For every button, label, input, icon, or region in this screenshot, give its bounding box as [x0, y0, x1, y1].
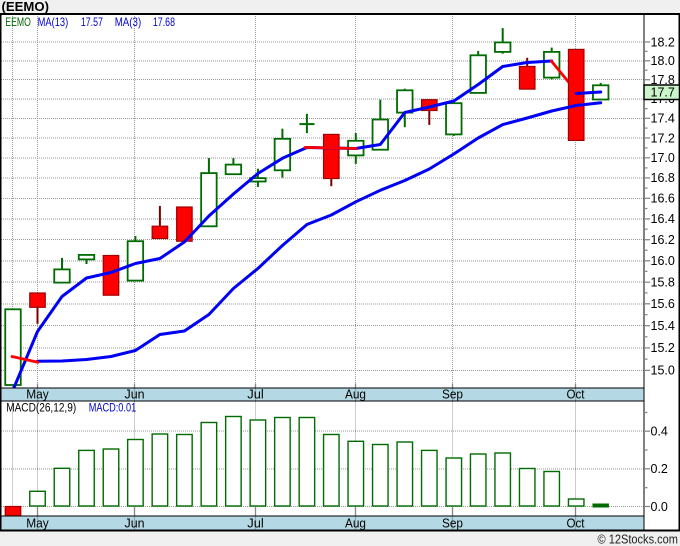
- svg-text:17.68: 17.68: [153, 15, 175, 29]
- svg-text:16.4: 16.4: [651, 212, 675, 226]
- svg-text:0.2: 0.2: [651, 462, 668, 476]
- svg-text:MACD(26,12,9): MACD(26,12,9): [6, 402, 76, 414]
- svg-text:16.0: 16.0: [651, 254, 675, 268]
- svg-text:16.2: 16.2: [651, 233, 675, 247]
- svg-text:15.4: 15.4: [651, 319, 675, 333]
- svg-text:17.7: 17.7: [651, 86, 675, 100]
- svg-text:16.6: 16.6: [651, 192, 675, 206]
- svg-text:MACD:0.01: MACD:0.01: [89, 402, 137, 414]
- svg-text:17.2: 17.2: [651, 131, 675, 145]
- svg-text:Jul: Jul: [247, 516, 264, 530]
- svg-text:16.8: 16.8: [651, 171, 675, 185]
- svg-text:Sep: Sep: [442, 516, 463, 530]
- svg-text:17.0: 17.0: [651, 151, 675, 165]
- svg-text:Aug: Aug: [345, 388, 366, 402]
- svg-text:(EEMO): (EEMO): [2, 0, 50, 14]
- svg-text:15.0: 15.0: [651, 364, 675, 378]
- svg-text:17.57: 17.57: [81, 15, 103, 29]
- svg-text:© 12Stocks.com: © 12Stocks.com: [598, 533, 679, 546]
- svg-text:Aug: Aug: [345, 516, 366, 530]
- svg-text:18.0: 18.0: [651, 54, 675, 68]
- svg-text:18.2: 18.2: [651, 35, 675, 49]
- svg-text:17.4: 17.4: [651, 112, 675, 126]
- svg-text:15.8: 15.8: [651, 276, 675, 290]
- svg-text:0.0: 0.0: [651, 500, 668, 514]
- svg-text:MA(3): MA(3): [115, 15, 142, 29]
- svg-text:May: May: [26, 388, 49, 402]
- svg-text:EEMO: EEMO: [5, 15, 31, 29]
- svg-text:Jun: Jun: [125, 388, 145, 402]
- svg-text:0.4: 0.4: [651, 425, 668, 439]
- svg-text:Oct: Oct: [567, 516, 585, 530]
- svg-text:MA(13): MA(13): [38, 15, 69, 29]
- svg-text:17.8: 17.8: [651, 73, 675, 87]
- svg-text:15.2: 15.2: [651, 341, 675, 355]
- svg-text:Sep: Sep: [442, 388, 463, 402]
- svg-text:Jul: Jul: [247, 388, 264, 402]
- svg-text:Oct: Oct: [567, 388, 585, 402]
- svg-text:Jun: Jun: [125, 516, 145, 530]
- svg-text:15.6: 15.6: [651, 297, 675, 311]
- svg-text:May: May: [26, 516, 49, 530]
